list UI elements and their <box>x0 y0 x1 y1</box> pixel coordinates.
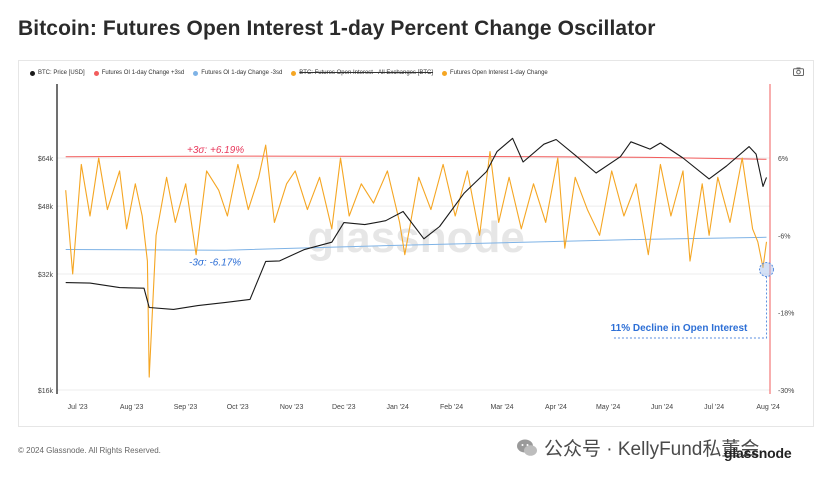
chart-legend: BTC: Price [USD] Futures OI 1-day Change… <box>30 68 548 78</box>
x-tick-label: Dec '23 <box>332 404 356 411</box>
x-tick-label: Aug '23 <box>120 404 144 411</box>
callout-circle <box>759 262 775 278</box>
x-tick-label: Nov '23 <box>280 404 304 411</box>
x-tick-label: Feb '24 <box>440 404 463 411</box>
minus3sd-series-line <box>65 236 767 251</box>
y-right-tick-label: -30% <box>778 388 794 395</box>
legend-swatch <box>93 70 99 76</box>
x-tick-label: Aug '24 <box>756 404 780 411</box>
y-left-tick-label: $48k <box>38 204 54 211</box>
x-tick-label: Sep '23 <box>174 404 198 411</box>
price-series-line <box>65 137 768 310</box>
plus3sd-series-line <box>65 155 767 160</box>
legend-item-price[interactable]: BTC: Price [USD] <box>30 68 85 78</box>
wechat-watermark-text: 公众号 · KellyFund私董会 <box>544 439 760 460</box>
x-tick-label: Jan '24 <box>386 404 408 411</box>
legend-swatch <box>30 70 35 76</box>
legend-swatch <box>442 70 448 76</box>
callout-label: 11% Decline in Open Interest <box>611 323 748 334</box>
y-right-tick-label: 6% <box>778 156 788 163</box>
minus3sd-annotation: -3σ: -6.17% <box>189 258 241 269</box>
legend-label: BTC: Futures Open Interest - All Exchang… <box>299 70 434 76</box>
legend-item-minus3sd[interactable]: Futures OI 1-day Change -3sd <box>193 68 282 78</box>
x-tick-label: Apr '24 <box>545 404 567 411</box>
y-left-tick-label: $64k <box>38 156 54 163</box>
legend-label: BTC: Price [USD] <box>38 70 85 76</box>
y-right-tick-label: -6% <box>778 233 790 240</box>
y-left-tick-label: $32k <box>38 272 54 279</box>
legend-swatch <box>291 70 297 76</box>
legend-label: Futures Open Interest 1-day Change <box>450 70 548 76</box>
legend-item-oi-change[interactable]: Futures Open Interest 1-day Change <box>442 68 548 78</box>
x-tick-label: Jun '24 <box>651 404 673 411</box>
legend-label: Futures OI 1-day Change +3sd <box>101 70 185 76</box>
wechat-icon <box>517 439 537 456</box>
x-tick-label: Oct '23 <box>227 404 249 411</box>
camera-icon[interactable] <box>793 67 804 76</box>
legend-swatch <box>193 70 199 76</box>
callout-connector <box>612 276 768 339</box>
oi-change-series-line <box>65 144 768 378</box>
wechat-watermark: 公众号 · KellyFund私董会 <box>516 434 759 461</box>
glassnode-logo: glassnode <box>724 445 792 461</box>
x-tick-label: Mar '24 <box>490 404 513 411</box>
x-tick-label: Jul '23 <box>68 404 88 411</box>
y-right-tick-label: -18% <box>778 311 794 318</box>
x-tick-label: May '24 <box>596 404 620 411</box>
legend-item-plus3sd[interactable]: Futures OI 1-day Change +3sd <box>93 68 185 78</box>
glassnode-watermark: glassnode <box>307 213 525 262</box>
legend-label: Futures OI 1-day Change -3sd <box>201 70 283 76</box>
x-tick-label: Jul '24 <box>704 404 724 411</box>
legend-item-open-interest[interactable]: BTC: Futures Open Interest - All Exchang… <box>291 68 433 78</box>
chart-panel <box>18 60 814 427</box>
y-left-tick-label: $16k <box>38 388 54 395</box>
page-title: Bitcoin: Futures Open Interest 1-day Per… <box>18 17 656 40</box>
copyright-footer: © 2024 Glassnode. All Rights Reserved. <box>18 446 161 455</box>
plus3sd-annotation: +3σ: +6.19% <box>187 145 244 156</box>
